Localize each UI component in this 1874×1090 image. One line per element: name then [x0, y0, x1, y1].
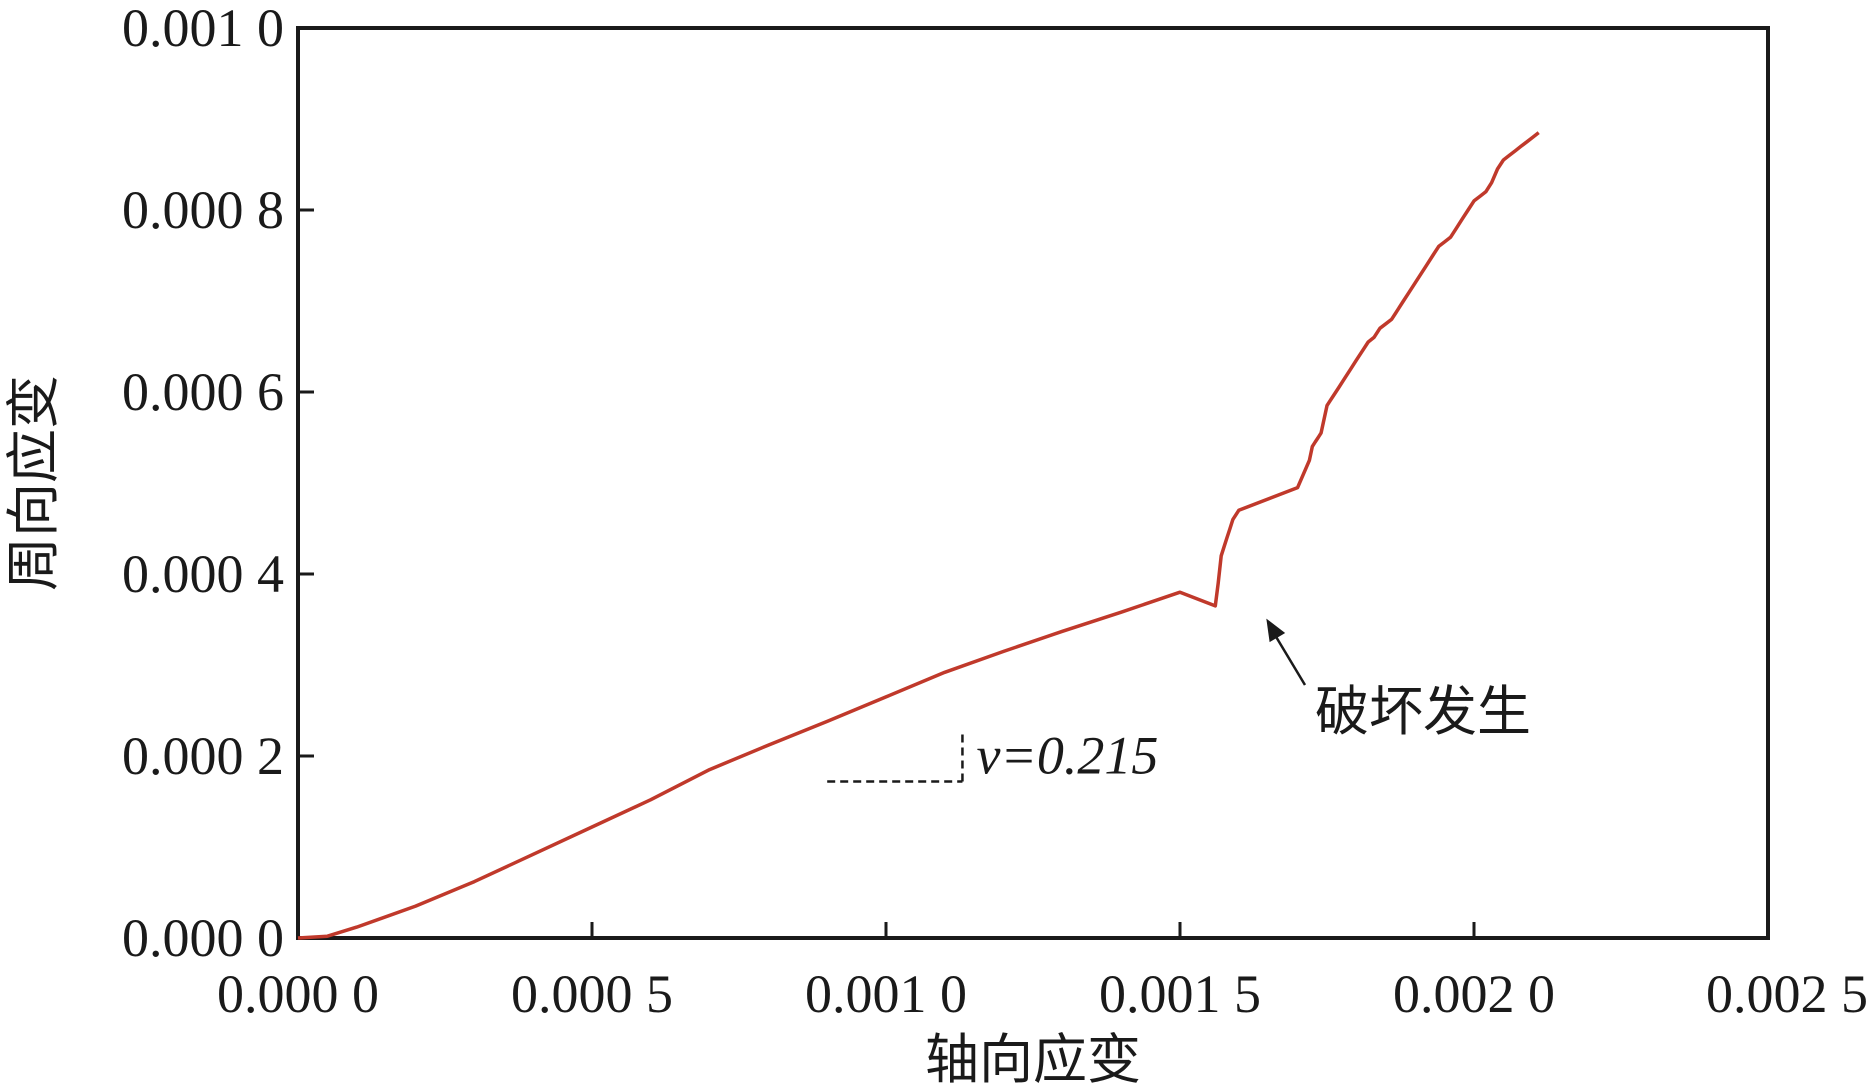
y-axis-ticks: 0.000 0 0.000 2 0.000 4 0.000 6 0.000 8 0.001… [122, 0, 314, 968]
y-tick-label: 0.000 6 [122, 362, 284, 422]
x-tick-label: 0.001 0 [805, 964, 967, 1024]
y-tick-label: 0.000 0 [122, 908, 284, 968]
y-tick-label: 0.000 2 [122, 726, 284, 786]
arrow-head [1266, 618, 1286, 643]
failure-annotation: 破坏发生 [1315, 680, 1531, 743]
series-line [297, 131, 1540, 940]
poisson-ratio-annotation: ν=0.215 [976, 725, 1158, 785]
x-tick-label: 0.002 5 [1706, 964, 1868, 1024]
x-tick-label: 0.002 0 [1393, 964, 1555, 1024]
x-tick-label: 0.001 5 [1099, 964, 1261, 1024]
y-tick-label: 0.001 0 [122, 0, 284, 58]
y-tick-label: 0.000 8 [122, 180, 284, 240]
y-axis-title: 周向应变 [2, 375, 65, 591]
arrow-shaft [1271, 629, 1307, 686]
y-tick-label: 0.000 4 [122, 544, 284, 604]
x-axis-title: 轴向应变 [925, 1028, 1141, 1090]
x-tick-label: 0.000 0 [217, 964, 379, 1024]
failure-arrow [1266, 618, 1307, 686]
x-axis-ticks: 0.000 0 0.000 5 0.001 0 0.001 5 0.002 0 0.002… [217, 922, 1868, 1024]
plot-frame [296, 26, 1770, 940]
x-tick-label: 0.000 5 [511, 964, 673, 1024]
slope-triangle [827, 731, 964, 783]
